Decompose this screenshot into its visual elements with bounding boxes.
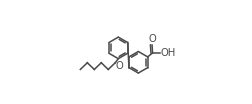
Text: O: O (149, 34, 156, 44)
Text: OH: OH (160, 48, 176, 58)
Text: O: O (115, 61, 123, 71)
